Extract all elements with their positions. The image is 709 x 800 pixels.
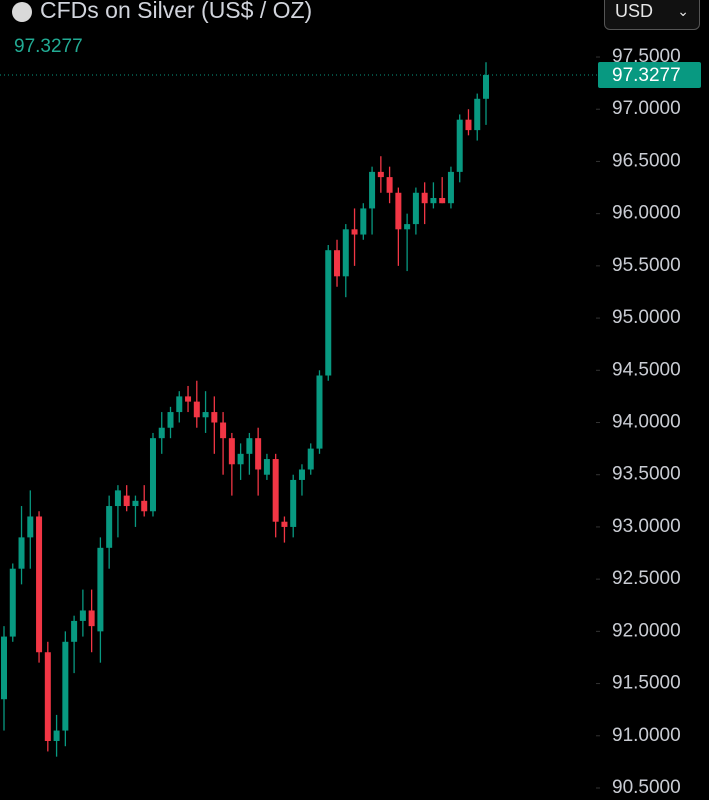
candle-body <box>281 521 288 527</box>
candle-body <box>114 490 121 507</box>
candle-body <box>263 459 270 475</box>
candle-body <box>149 438 156 512</box>
candle-body <box>97 547 104 632</box>
candle-body <box>412 192 419 225</box>
candle-body <box>342 229 349 277</box>
candle-body <box>325 250 332 376</box>
y-tick-label: 92.5000 <box>612 568 681 589</box>
candle-body <box>9 568 16 637</box>
y-tick-label: 93.5000 <box>612 464 681 485</box>
y-tick-label: 96.5000 <box>612 150 681 171</box>
candle-body <box>27 516 34 538</box>
candle-body <box>123 495 130 507</box>
candle-body <box>132 500 139 507</box>
y-tick-label: 91.0000 <box>612 725 681 746</box>
candle-body <box>220 422 227 439</box>
candle-body <box>255 438 262 470</box>
y-tick-label: 93.0000 <box>612 516 681 537</box>
candle-body <box>369 171 376 209</box>
instrument-icon <box>12 2 32 22</box>
candle-body <box>430 197 437 204</box>
candle-body <box>176 396 183 413</box>
y-tick-label: 90.5000 <box>612 777 681 798</box>
last-price-label: 97.3277 <box>612 65 681 86</box>
candle-body <box>44 652 51 741</box>
y-tick-label: 97.0000 <box>612 98 681 119</box>
candle-body <box>351 229 358 235</box>
candle-body <box>237 453 244 465</box>
y-tick-label: 91.5000 <box>612 673 681 694</box>
candle-body <box>290 479 297 527</box>
y-tick-label: 94.5000 <box>612 359 681 380</box>
candle-body <box>53 730 60 741</box>
candle-body <box>474 98 481 131</box>
candle-body <box>167 412 174 428</box>
candle-body <box>298 469 305 480</box>
candle-body <box>71 620 78 642</box>
y-tick-label: 94.0000 <box>612 412 681 433</box>
candle-body <box>439 197 446 204</box>
candle-body <box>386 177 393 193</box>
candle-body <box>316 375 323 449</box>
candle-body <box>36 516 43 653</box>
candle-body <box>79 610 86 621</box>
candle-body <box>202 412 209 418</box>
currency-dropdown[interactable]: USD ⌄ <box>604 0 700 30</box>
last-price-box <box>598 62 701 89</box>
candle-body <box>456 119 463 172</box>
candle-body <box>404 224 411 230</box>
y-tick-label: 97.5000 <box>612 46 681 67</box>
candle-body <box>158 427 165 439</box>
candle-body <box>272 459 279 522</box>
y-tick-label: 95.5000 <box>612 255 681 276</box>
chart-title: CFDs on Silver (US$ / OZ) <box>40 0 312 23</box>
candle-body <box>377 171 384 178</box>
candle-body <box>246 438 253 454</box>
currency-label: USD <box>615 0 654 21</box>
candle-body <box>395 192 402 230</box>
y-tick-label: 95.0000 <box>612 307 681 328</box>
candle-body <box>185 396 192 402</box>
dropdown-arrow: ⌄ <box>677 2 689 19</box>
candle-body <box>193 401 200 418</box>
candle-body <box>447 171 454 204</box>
candle-body <box>465 119 472 131</box>
candle-body <box>334 250 341 277</box>
candle-body <box>483 75 489 99</box>
candle-body <box>228 438 235 465</box>
candle-body <box>307 448 314 470</box>
candle-body <box>141 500 148 512</box>
candle-body <box>62 641 69 731</box>
y-tick-label: 92.0000 <box>612 620 681 641</box>
candle-body <box>1 636 7 700</box>
candle-body <box>18 537 25 569</box>
candle-body <box>106 506 113 548</box>
candle-body <box>360 208 367 235</box>
header-price: 97.3277 <box>14 36 83 57</box>
candle-body <box>211 412 218 423</box>
candle-body <box>88 610 95 627</box>
candle-body <box>421 192 428 204</box>
y-tick-label: 96.0000 <box>612 203 681 224</box>
